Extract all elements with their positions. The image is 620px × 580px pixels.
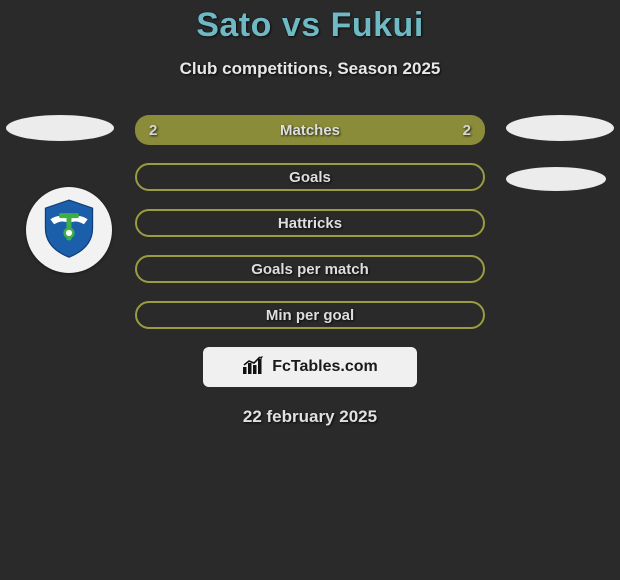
player-left-placeholder bbox=[6, 115, 114, 141]
stat-gpm-label: Goals per match bbox=[251, 261, 369, 278]
stat-matches-label: Matches bbox=[280, 122, 340, 139]
stat-matches-left: 2 bbox=[149, 122, 157, 139]
subtitle: Club competitions, Season 2025 bbox=[0, 59, 620, 79]
date-line: 22 february 2025 bbox=[0, 407, 620, 427]
stat-row-matches: 2 Matches 2 bbox=[135, 115, 485, 145]
player-right-placeholder bbox=[506, 115, 614, 141]
brand-text: FcTables.com bbox=[272, 358, 378, 376]
shield-icon bbox=[38, 197, 100, 264]
bar-chart-icon bbox=[242, 355, 266, 380]
brand-box[interactable]: FcTables.com bbox=[203, 347, 417, 387]
stat-row-gpm: Goals per match bbox=[135, 255, 485, 283]
club-left-badge bbox=[26, 187, 112, 273]
stat-mpg-label: Min per goal bbox=[266, 307, 354, 324]
stat-goals-label: Goals bbox=[289, 169, 331, 186]
content-area: 2 Matches 2 Goals Hattricks Goals per ma… bbox=[0, 115, 620, 427]
stat-row-goals: Goals bbox=[135, 163, 485, 191]
stat-matches-right: 2 bbox=[463, 122, 471, 139]
club-right-placeholder bbox=[506, 167, 606, 191]
page-title: Sato vs Fukui bbox=[0, 6, 620, 45]
stat-hattricks-label: Hattricks bbox=[278, 215, 342, 232]
stat-row-hattricks: Hattricks bbox=[135, 209, 485, 237]
stat-row-mpg: Min per goal bbox=[135, 301, 485, 329]
root: Sato vs Fukui Club competitions, Season … bbox=[0, 0, 620, 427]
